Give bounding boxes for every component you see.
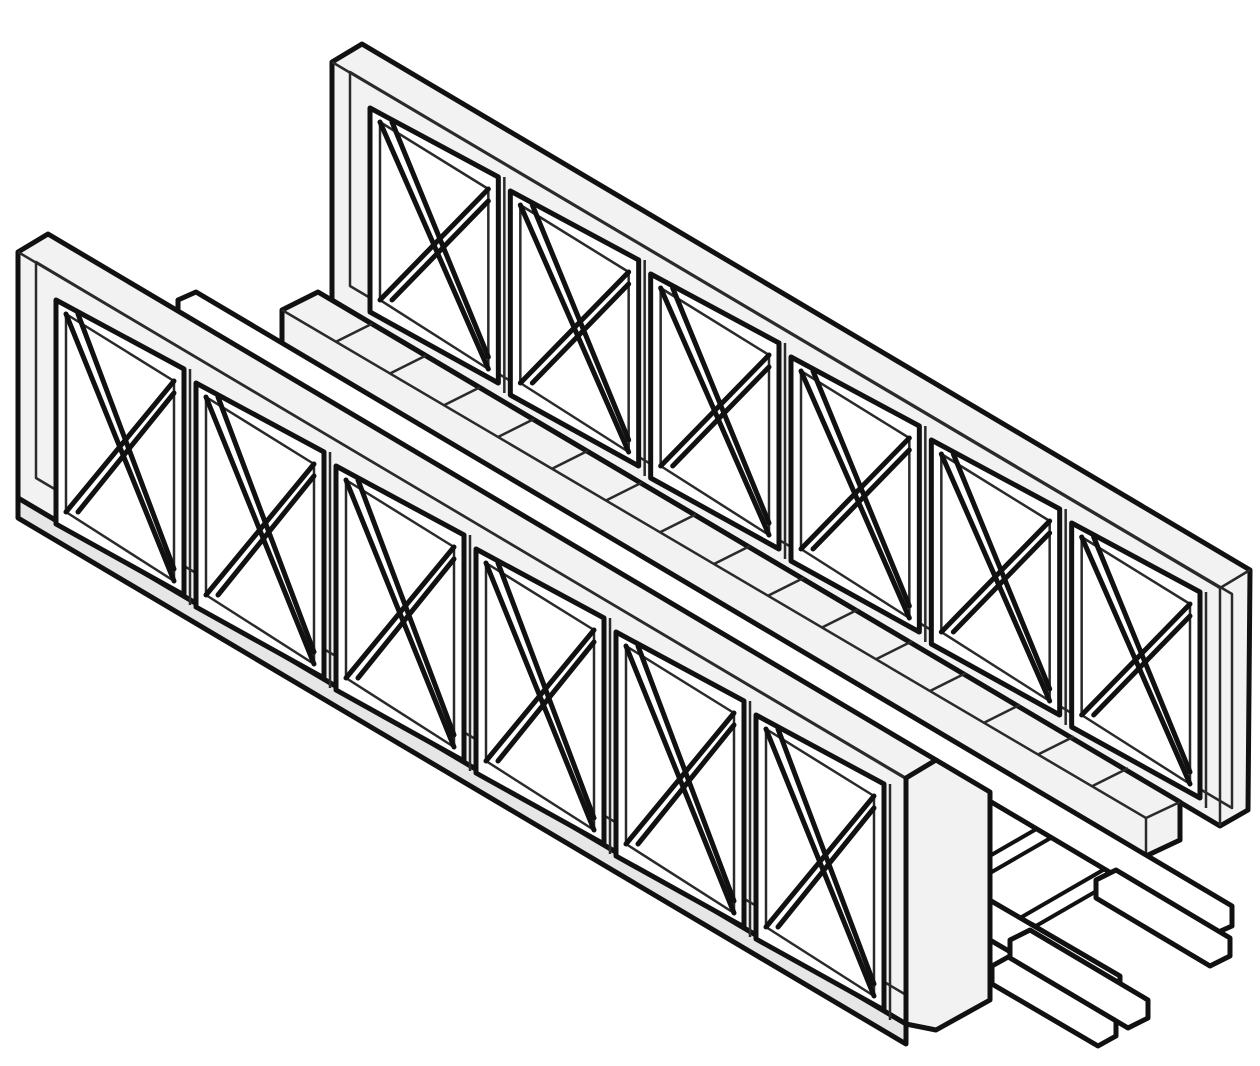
front-truss-panels (53, 297, 892, 1020)
deck-tile-line (713, 544, 751, 566)
back-panel-5 (928, 437, 1067, 725)
back-panel-3 (648, 271, 787, 559)
deck-tile-line (875, 640, 913, 661)
deck-tile-line (497, 417, 535, 439)
deck-tile-line (929, 671, 967, 693)
front-panel-4 (473, 546, 612, 854)
back-truss-panels (367, 105, 1208, 808)
end-beams (989, 867, 1233, 1049)
deck-tile-line (1037, 735, 1075, 756)
deck-tile-line (605, 481, 643, 502)
front-panel-3 (333, 463, 472, 771)
deck-tile-line (389, 354, 427, 375)
front-panel-5 (613, 629, 752, 937)
back-panel-2 (507, 188, 646, 476)
back-panel-1 (367, 105, 506, 393)
deck-tile-line (335, 322, 373, 343)
front-panel-6 (753, 712, 892, 1020)
front-panel-1 (53, 297, 192, 605)
deck-tile-line (659, 513, 697, 534)
deck-tile-line (443, 386, 481, 407)
deck-tile-line (821, 608, 859, 629)
deck-tile-line (767, 576, 805, 597)
deck-tile-line (983, 703, 1021, 724)
deck-tile-line (1091, 767, 1129, 788)
back-panel-4 (788, 354, 927, 642)
back-panel-6 (1069, 520, 1208, 808)
deck-tile-line (551, 449, 589, 470)
front-panel-2 (193, 380, 332, 688)
